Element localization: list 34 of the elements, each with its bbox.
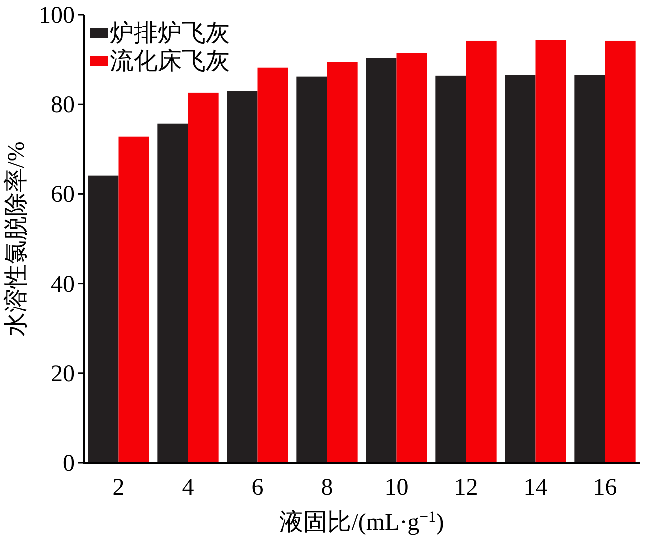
bar <box>327 62 358 463</box>
y-axis-title: 水溶性氯脱除率/% <box>3 142 30 336</box>
y-tick-label: 20 <box>51 361 75 388</box>
bar <box>605 40 636 463</box>
x-tick-label: 8 <box>321 475 334 501</box>
bar <box>396 53 428 463</box>
bar <box>118 136 150 463</box>
bar <box>158 124 188 463</box>
bar <box>366 58 397 463</box>
legend-label: 流化床飞灰 <box>110 48 230 75</box>
legend-label: 炉排炉飞灰 <box>110 20 230 47</box>
x-tick-label: 16 <box>593 475 618 501</box>
x-tick-label: 14 <box>524 475 548 501</box>
x-tick-label: 10 <box>384 475 409 501</box>
y-tick-label: 60 <box>51 182 75 208</box>
bar <box>536 40 566 463</box>
bar <box>88 176 119 463</box>
bar <box>227 91 258 463</box>
bar <box>296 76 328 463</box>
y-tick-label: 40 <box>51 272 75 298</box>
y-tick-label: 100 <box>39 3 75 29</box>
x-tick-label: 12 <box>454 475 478 501</box>
x-tick-label: 6 <box>252 475 264 501</box>
x-tick-label: 4 <box>182 475 194 501</box>
bar <box>258 68 288 463</box>
x-axis-title: 液固比/(mL·g$^{−1}$) <box>280 508 444 536</box>
bar <box>188 92 219 463</box>
bar <box>505 75 536 463</box>
y-tick-label: 80 <box>51 92 75 119</box>
bar <box>436 76 466 463</box>
x-tick-label: 2 <box>112 475 125 501</box>
bar <box>574 75 606 463</box>
bar <box>466 40 497 463</box>
y-tick-label: 0 <box>63 451 75 477</box>
